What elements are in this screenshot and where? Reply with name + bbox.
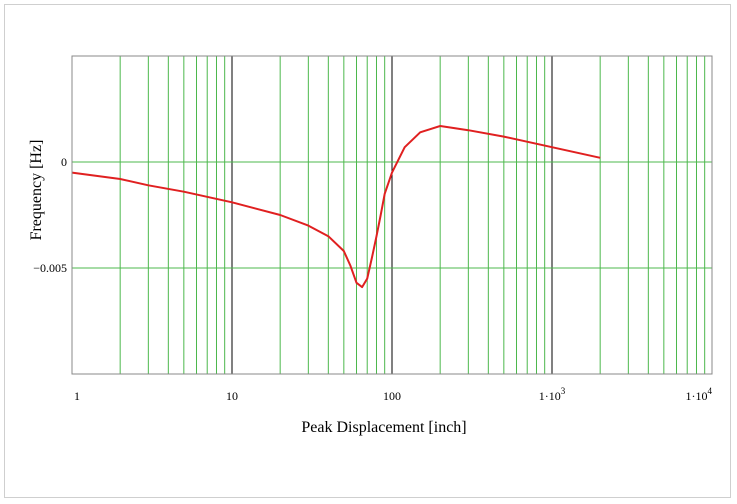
x-tick-label: 1·103 — [539, 386, 566, 403]
y-tick-label: −0.005 — [33, 261, 67, 275]
y-tick-label: 0 — [61, 155, 67, 169]
x-tick-label: 1·104 — [686, 386, 713, 403]
series-layer — [71, 125, 601, 289]
x-tick-labels: 1 10 100 1·103 1·104 — [74, 386, 713, 403]
plot-border — [71, 55, 713, 375]
x-tick-label: 10 — [226, 389, 238, 403]
y-tick-labels: 0 −0.005 — [33, 155, 67, 275]
series-line — [71, 125, 601, 289]
x-tick-label: 1 — [74, 389, 80, 403]
x-tick-label: 100 — [383, 389, 401, 403]
x-axis-label: Peak Displacement [inch] — [301, 419, 466, 436]
grid — [72, 56, 712, 374]
y-axis-label: Frequency [Hz] — [28, 140, 45, 241]
